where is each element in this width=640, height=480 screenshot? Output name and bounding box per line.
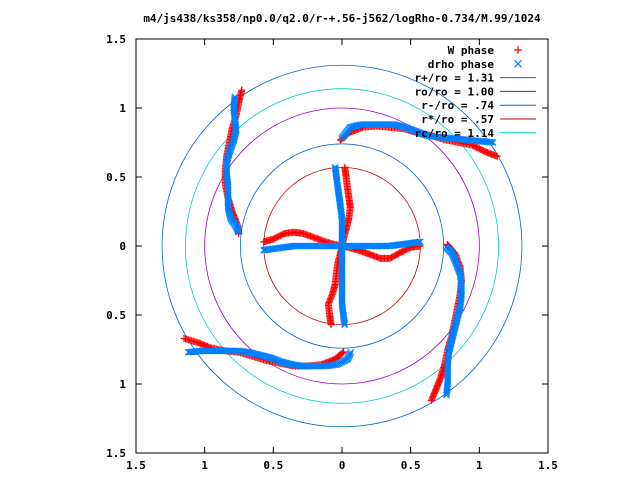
data-series [180,86,501,405]
y-tick-label-3: 0 [119,240,126,253]
point-0-7-11-6 [338,349,346,357]
legend-label-2: r+/ro = 1.31 [415,72,495,85]
legend-marker-0 [514,46,522,54]
point-1-3-7-2 [338,246,346,254]
x-tick-label-1: 1 [201,459,208,472]
circle-2 [239,143,445,349]
series-1 [184,93,497,399]
y-tick-label-0: 1.5 [106,447,126,460]
point-1-3-7-3 [338,245,346,253]
x-tick-label-4: 0.5 [401,459,421,472]
legend-label-0: W phase [448,44,495,57]
x-tick-label-2: 0.5 [263,459,283,472]
y-tick-label-5: 1 [119,102,126,115]
x-tick-label-5: 1 [476,459,483,472]
x-tick-label-0: 1.5 [126,459,146,472]
point-1-7-14-5 [347,348,355,356]
point-1-3-7-4 [338,243,346,251]
point-1-5-12-9 [338,135,346,142]
legend-label-4: r-/ro = .74 [421,99,494,112]
circle-0 [161,64,523,428]
y-tick-label-6: 1.5 [106,33,126,46]
legend-label-1: drho phase [428,58,495,71]
point-1-6-13-6 [442,243,450,251]
point-0-7-11-7 [340,348,348,356]
x-tick-label-3: 0 [339,459,346,472]
legend-label-3: ro/ro = 1.00 [415,85,494,98]
chart-title: m4/js438/ks358/np0.0/q2.0/r-+.56-j562/lo… [143,12,541,25]
circle-4 [185,88,499,404]
legend-marker-1 [514,59,522,68]
point-1-4-12-4 [235,228,242,236]
y-tick-label-4: 0.5 [106,171,126,184]
y-tick-label-1: 1 [119,378,126,391]
y-tick-label-2: 0.5 [106,309,126,322]
legend-label-5: r*/ro = .57 [421,113,494,126]
x-tick-label-6: 1.5 [538,459,558,472]
point-1-2-7-2 [338,238,346,246]
legend-label-6: rc/ro = 1.14 [415,127,495,140]
circle-1 [204,107,480,385]
